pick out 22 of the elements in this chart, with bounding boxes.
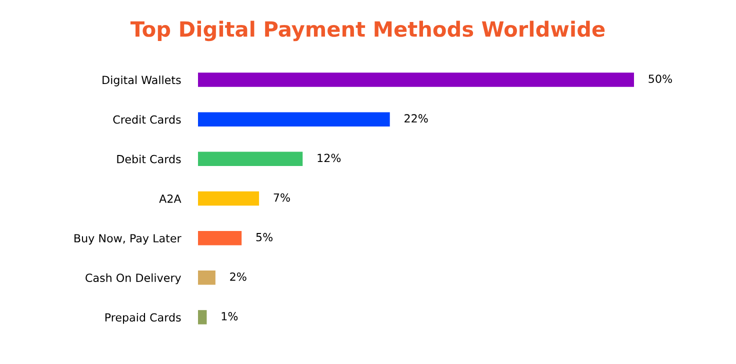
y-tick-label: A2A: [159, 194, 182, 203]
y-tick-label: Credit Cards: [113, 115, 181, 124]
chart-title: Top Digital Payment Methods Worldwide: [130, 20, 605, 42]
bar: [198, 310, 207, 324]
bar: [198, 270, 216, 285]
y-tick-label: Buy Now, Pay Later: [74, 234, 182, 245]
bar: [198, 230, 242, 246]
y-tick-label: Prepaid Cards: [105, 312, 181, 324]
data-label: 12%: [318, 154, 341, 162]
data-label: 2%: [230, 272, 246, 281]
data-label: 50%: [648, 74, 672, 84]
y-tick-label: Debit Cards: [117, 154, 181, 164]
data-label: 5%: [256, 232, 273, 242]
bar: [198, 152, 303, 166]
bar: [198, 112, 390, 126]
data-label: 22%: [404, 114, 428, 123]
data-label: 1%: [222, 312, 238, 320]
bar: [198, 191, 260, 206]
y-tick-label: Cash On Delivery: [86, 273, 181, 284]
data-label: 7%: [274, 193, 290, 202]
bar: [198, 72, 634, 87]
y-tick-label: Digital Wallets: [102, 76, 181, 86]
